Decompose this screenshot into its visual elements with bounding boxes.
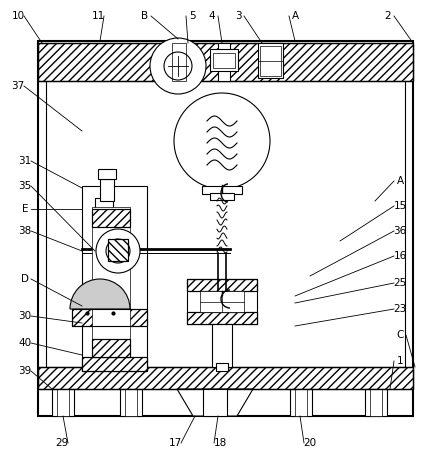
Text: 15: 15 — [393, 201, 407, 211]
Bar — [260, 46, 281, 76]
Bar — [92, 209, 130, 227]
Bar — [95, 198, 113, 363]
Bar — [172, 43, 186, 81]
Text: 16: 16 — [393, 251, 407, 261]
Bar — [200, 291, 244, 312]
Bar — [52, 389, 74, 416]
Bar — [38, 41, 413, 416]
Bar — [187, 279, 257, 291]
Text: 11: 11 — [92, 11, 105, 21]
Bar — [108, 239, 128, 261]
Text: 1: 1 — [397, 356, 403, 366]
Bar — [290, 389, 312, 416]
Bar — [187, 279, 257, 324]
Bar — [92, 207, 130, 357]
Text: 17: 17 — [169, 438, 182, 448]
Bar — [210, 49, 238, 71]
Circle shape — [174, 93, 270, 189]
Text: B: B — [141, 11, 149, 21]
Text: 31: 31 — [18, 156, 32, 166]
Text: C: C — [396, 330, 403, 340]
Bar — [187, 279, 257, 291]
Bar — [38, 43, 413, 81]
Bar — [38, 367, 413, 389]
Circle shape — [150, 38, 206, 94]
Bar — [120, 389, 142, 416]
Bar — [82, 357, 147, 371]
Bar — [370, 389, 382, 416]
Bar — [125, 389, 137, 416]
Text: 2: 2 — [385, 11, 391, 21]
Bar — [82, 186, 147, 371]
Bar — [187, 312, 257, 324]
Bar — [210, 193, 234, 200]
Bar — [38, 43, 413, 81]
Bar — [57, 389, 69, 416]
Polygon shape — [177, 389, 253, 416]
Text: A: A — [291, 11, 299, 21]
Text: 25: 25 — [393, 278, 407, 288]
Text: 18: 18 — [213, 438, 227, 448]
Circle shape — [96, 229, 140, 273]
Text: D: D — [21, 274, 29, 284]
Text: 20: 20 — [304, 438, 316, 448]
Bar — [203, 389, 227, 416]
Text: 3: 3 — [235, 11, 241, 21]
Text: 38: 38 — [18, 226, 32, 236]
Text: 39: 39 — [18, 366, 32, 376]
Text: 5: 5 — [189, 11, 195, 21]
Bar — [72, 309, 147, 326]
Text: 4: 4 — [209, 11, 215, 21]
Bar — [218, 43, 230, 81]
Bar — [258, 43, 283, 78]
Bar — [38, 367, 413, 389]
Text: 30: 30 — [18, 311, 32, 321]
Bar — [216, 363, 228, 371]
Bar — [92, 339, 130, 357]
Bar — [212, 324, 232, 367]
Text: A: A — [396, 176, 403, 186]
Bar — [174, 43, 184, 81]
Bar — [92, 209, 130, 227]
Text: 40: 40 — [18, 338, 32, 348]
Bar — [108, 239, 128, 261]
Bar — [213, 53, 235, 68]
Text: E: E — [22, 204, 28, 214]
Bar — [98, 169, 116, 179]
Text: 37: 37 — [11, 81, 25, 91]
Text: 29: 29 — [55, 438, 69, 448]
Bar — [202, 186, 242, 194]
Bar — [365, 389, 387, 416]
Wedge shape — [70, 279, 130, 309]
Bar — [187, 312, 257, 324]
Bar — [72, 309, 147, 326]
Bar — [295, 389, 307, 416]
Bar — [82, 357, 147, 371]
Text: 10: 10 — [11, 11, 25, 21]
Text: 23: 23 — [393, 304, 407, 314]
Bar — [92, 339, 130, 357]
Text: 36: 36 — [393, 226, 407, 236]
Bar — [100, 179, 114, 201]
Text: 35: 35 — [18, 181, 32, 191]
